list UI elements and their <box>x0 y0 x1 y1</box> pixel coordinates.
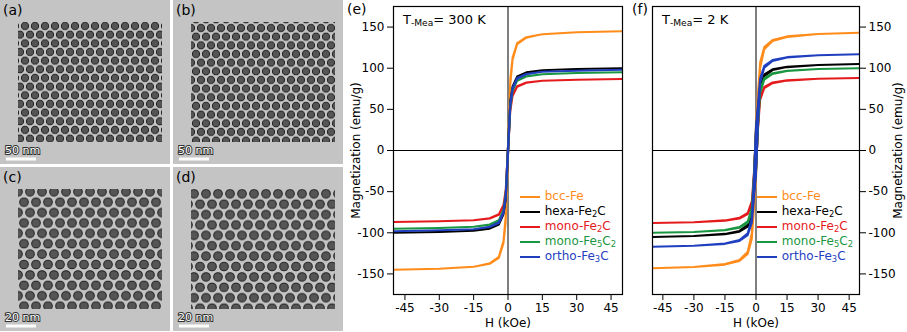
svg-text:0: 0 <box>752 301 760 315</box>
html-text:(f): (f) <box>632 1 648 17</box>
svg-text:-45: -45 <box>395 301 415 315</box>
html-text:ortho-Fe3C: ortho-Fe3C <box>781 249 846 265</box>
svg-text:(d): (d) <box>176 169 196 185</box>
html-text:bcc-Fe: bcc-Fe <box>781 189 821 203</box>
html-text:mono-Fe2C: mono-Fe2C <box>544 219 611 235</box>
svg-text:Magnetization (emu/g): Magnetization (emu/g) <box>891 82 905 219</box>
svg-text:0: 0 <box>869 143 877 157</box>
svg-text:(c): (c) <box>3 169 22 185</box>
html-text:mono-Fe5C2: mono-Fe5C2 <box>781 234 853 250</box>
svg-text:-30: -30 <box>429 301 449 315</box>
svg-text:-15: -15 <box>715 301 735 315</box>
html-text:bcc-Fe: bcc-Fe <box>544 189 584 203</box>
svg-text:-50: -50 <box>365 184 385 198</box>
html-text:(e): (e) <box>347 1 367 17</box>
svg-text:15: 15 <box>535 301 550 315</box>
svg-text:150: 150 <box>869 20 892 34</box>
svg-text:50: 50 <box>369 102 384 116</box>
svg-text:15: 15 <box>779 301 794 315</box>
svg-text:Magnetization (emu/g): Magnetization (emu/g) <box>349 82 363 219</box>
svg-text:-150: -150 <box>869 267 896 281</box>
svg-text:100: 100 <box>869 61 892 75</box>
svg-text:150: 150 <box>362 20 385 34</box>
svg-text:0: 0 <box>504 301 512 315</box>
svg-text:45: 45 <box>603 301 618 315</box>
svg-text:20 nm: 20 nm <box>178 311 213 324</box>
svg-text:30: 30 <box>810 301 825 315</box>
svg-text:50 nm: 50 nm <box>178 144 213 157</box>
svg-text:(a): (a) <box>3 2 23 18</box>
html-text:mono-Fe5C2: mono-Fe5C2 <box>544 234 616 250</box>
svg-text:H (kOe): H (kOe) <box>733 316 779 330</box>
svg-text:(b): (b) <box>176 2 196 18</box>
svg-text:50: 50 <box>869 102 884 116</box>
svg-text:-150: -150 <box>357 267 384 281</box>
svg-text:20 nm: 20 nm <box>5 311 40 324</box>
html-text:hexa-Fe2C: hexa-Fe2C <box>781 204 843 220</box>
svg-text:-15: -15 <box>464 301 484 315</box>
html-text:ortho-Fe3C: ortho-Fe3C <box>544 249 609 265</box>
svg-text:-45: -45 <box>653 301 673 315</box>
svg-text:0: 0 <box>377 143 385 157</box>
svg-text:50 nm: 50 nm <box>5 144 40 157</box>
html-text:T-Mea= 2 K: T-Mea= 2 K <box>662 12 729 29</box>
html-text:hexa-Fe2C: hexa-Fe2C <box>544 204 606 220</box>
svg-text:30: 30 <box>569 301 584 315</box>
html-text:T-Mea= 300 K: T-Mea= 300 K <box>403 12 486 29</box>
svg-text:-50: -50 <box>869 184 889 198</box>
svg-text:H (kOe): H (kOe) <box>485 316 531 330</box>
svg-text:45: 45 <box>842 301 857 315</box>
svg-text:-100: -100 <box>869 226 896 240</box>
html-text:mono-Fe2C: mono-Fe2C <box>781 219 848 235</box>
svg-text:100: 100 <box>362 61 385 75</box>
svg-text:-100: -100 <box>357 226 384 240</box>
svg-text:-30: -30 <box>684 301 704 315</box>
